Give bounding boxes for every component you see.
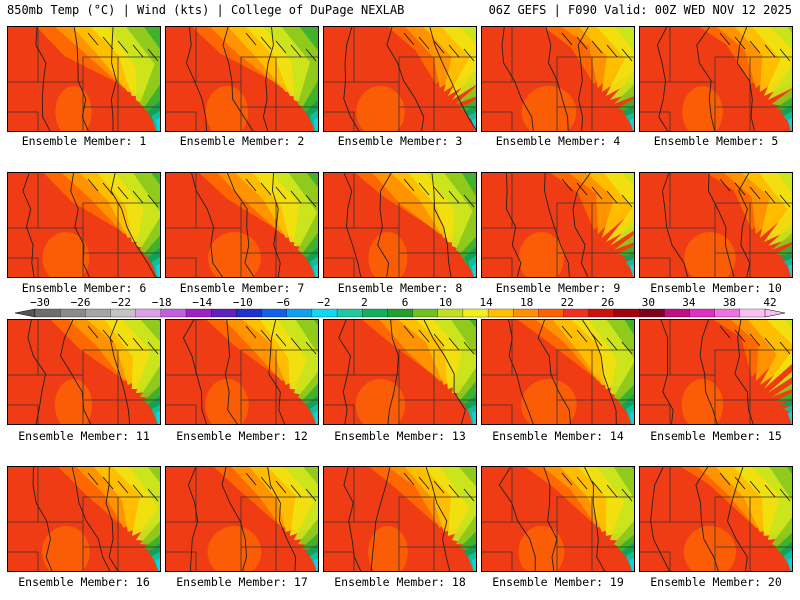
colorbar-right-arrow [764, 308, 786, 318]
colorbar-segment [135, 308, 162, 318]
ensemble-member-label: Ensemble Member: 8 [337, 281, 463, 295]
ensemble-panel-map [323, 172, 477, 278]
colorbar-segment [638, 308, 665, 318]
colorbar-segment [160, 308, 187, 318]
ensemble-member-label: Ensemble Member: 7 [179, 281, 305, 295]
colorbar-segment [513, 308, 540, 318]
ensemble-panel-map [481, 172, 635, 278]
colorbar-segment [34, 308, 61, 318]
colorbar-tick-label: 10 [439, 296, 452, 309]
ensemble-member-label: Ensemble Member: 13 [334, 429, 466, 443]
ensemble-panel-map [639, 172, 793, 278]
colorbar-segment [412, 308, 439, 318]
colorbar-segment [664, 308, 691, 318]
colorbar-tick-label: −22 [111, 296, 131, 309]
ensemble-member-label: Ensemble Member: 6 [21, 281, 147, 295]
colorbar-segment [739, 308, 766, 318]
colorbar-segment [336, 308, 363, 318]
colorbar-tick-label: 22 [561, 296, 574, 309]
ensemble-member-label: Ensemble Member: 14 [492, 429, 624, 443]
colorbar-tick-label: −26 [71, 296, 91, 309]
ensemble-member-label: Ensemble Member: 19 [492, 575, 624, 589]
ensemble-member-label: Ensemble Member: 3 [337, 134, 463, 148]
colorbar-segment [185, 308, 212, 318]
colorbar-left-arrow [14, 308, 36, 318]
colorbar-segment [261, 308, 288, 318]
colorbar-tick-label: −10 [233, 296, 253, 309]
colorbar-segment [286, 308, 313, 318]
colorbar-segment [387, 308, 414, 318]
colorbar-segment [588, 308, 615, 318]
run-valid-time: 06Z GEFS | F090 Valid: 00Z WED NOV 12 20… [488, 3, 792, 17]
temperature-colorbar: −30 −26 −22 −18 −14 −10 −6 −2 2 6 10 14 18 22 26 30 34 38… [14, 296, 786, 318]
colorbar-segment [538, 308, 565, 318]
ensemble-panel-map [323, 26, 477, 132]
colorbar-segment [462, 308, 489, 318]
ensemble-member-label: Ensemble Member: 16 [18, 575, 150, 589]
ensemble-member-label: Ensemble Member: 15 [650, 429, 782, 443]
ensemble-member-label: Ensemble Member: 4 [495, 134, 621, 148]
ensemble-panel-map [165, 26, 319, 132]
colorbar-tick-label: 14 [479, 296, 493, 309]
ensemble-member-label: Ensemble Member: 9 [495, 281, 621, 295]
colorbar-tick-label: 18 [520, 296, 533, 309]
ensemble-panel-map [7, 466, 161, 572]
ensemble-panel-map [323, 319, 477, 425]
ensemble-panel-map [481, 26, 635, 132]
ensemble-member-label: Ensemble Member: 11 [18, 429, 150, 443]
chart-title: 850mb Temp (°C) | Wind (kts) | College o… [7, 3, 405, 17]
colorbar-segment [110, 308, 137, 318]
colorbar-segment [613, 308, 640, 318]
colorbar-tick-label: −30 [30, 296, 50, 309]
ensemble-member-label: Ensemble Member: 1 [21, 134, 147, 148]
ensemble-member-label: Ensemble Member: 5 [653, 134, 779, 148]
colorbar-segment [689, 308, 716, 318]
colorbar-segment [563, 308, 590, 318]
ensemble-panel-map [481, 466, 635, 572]
ensemble-panel-map [639, 466, 793, 572]
ensemble-panel-map [7, 172, 161, 278]
colorbar-segment [311, 308, 338, 318]
ensemble-panel-map [165, 466, 319, 572]
colorbar-tick-label: 6 [402, 296, 409, 309]
colorbar-tick-label: 34 [682, 296, 696, 309]
colorbar-tick-label: 26 [601, 296, 614, 309]
colorbar-segment [714, 308, 741, 318]
colorbar-tick-label: 30 [642, 296, 655, 309]
ensemble-member-label: Ensemble Member: 17 [176, 575, 308, 589]
colorbar-segment [437, 308, 464, 318]
ensemble-panel-map [165, 319, 319, 425]
colorbar-segment [362, 308, 389, 318]
colorbar-segment [60, 308, 86, 318]
colorbar-segment [85, 308, 112, 318]
colorbar-tick-label: 2 [361, 296, 368, 309]
ensemble-member-label: Ensemble Member: 10 [650, 281, 782, 295]
ensemble-member-label: Ensemble Member: 12 [176, 429, 308, 443]
colorbar-segment [236, 308, 263, 318]
ensemble-member-label: Ensemble Member: 18 [334, 575, 466, 589]
ensemble-panel-map [481, 319, 635, 425]
ensemble-panel-map [7, 319, 161, 425]
ensemble-member-label: Ensemble Member: 2 [179, 134, 305, 148]
colorbar-segment [211, 308, 238, 318]
colorbar-tick-label: −2 [317, 296, 330, 309]
colorbar-segment [487, 308, 514, 318]
ensemble-panel-map [639, 319, 793, 425]
colorbar-tick-label: 42 [763, 296, 776, 309]
colorbar-tick-label: −14 [192, 296, 212, 309]
colorbar-tick-label: −6 [277, 296, 290, 309]
ensemble-panel-map [7, 26, 161, 132]
ensemble-panel-map [165, 172, 319, 278]
ensemble-member-label: Ensemble Member: 20 [650, 575, 782, 589]
ensemble-panel-map [639, 26, 793, 132]
colorbar-tick-label: −18 [152, 296, 172, 309]
colorbar-tick-label: 38 [723, 296, 736, 309]
ensemble-panel-map [323, 466, 477, 572]
